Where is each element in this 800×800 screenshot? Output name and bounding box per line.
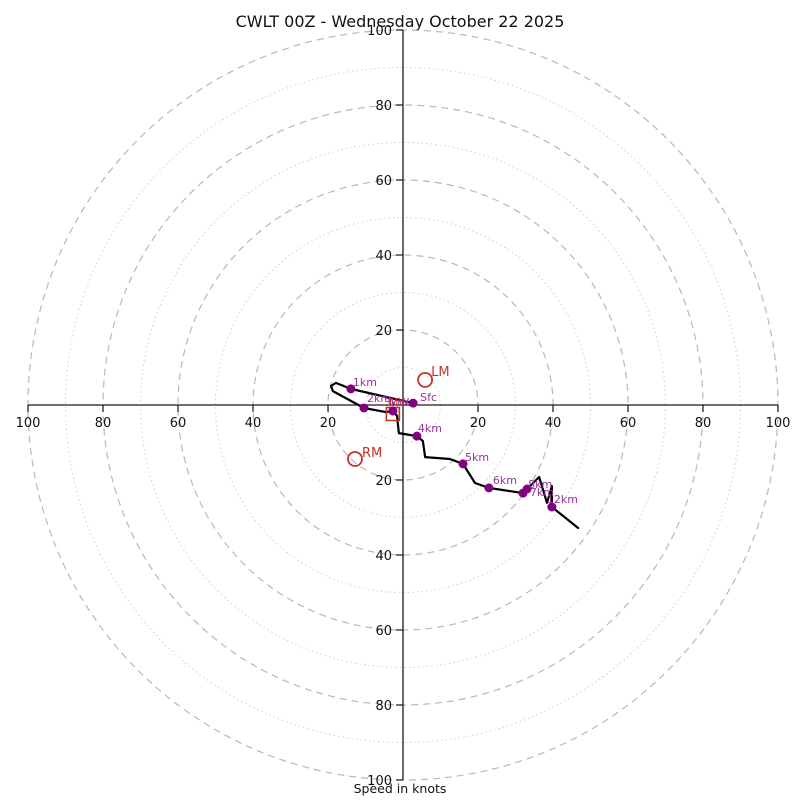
tick-label-top-100: 100 [367,24,392,39]
level-dot-5km [458,459,468,469]
level-dot-1km [346,384,356,394]
axis-ticks [27,29,779,781]
tick-label-right-40: 40 [545,416,562,431]
storm-motion-rm-circle [347,451,363,467]
storm-motion-rm-label: RM [362,446,382,461]
tick-label-left-20: 20 [320,416,337,431]
level-dot-4km [412,431,422,441]
storm-motion-lm-circle [417,371,434,388]
tick-label-right-80: 80 [695,416,712,431]
x-axis-label: Speed in knots [354,781,447,796]
level-dot-2km [359,403,369,413]
tick-label-top-20: 20 [375,324,392,339]
level-dot-8km [522,484,532,494]
tick-label-right-60: 60 [620,416,637,431]
storm-motion-lm-label: LM [431,365,449,380]
level-label-3km: 3km [384,396,408,409]
level-label-7km: 7km [530,486,554,499]
level-label-2km: 2km [367,392,391,405]
tick-label-top-40: 40 [375,249,392,264]
level-label-12km: 12km [547,493,578,506]
tick-label-bottom-100: 100 [367,774,392,789]
level-label-sfc: Sfc [420,391,437,404]
tick-label-bottom-60: 60 [375,624,392,639]
tick-label-right-100: 100 [766,416,791,431]
tick-label-bottom-20: 20 [375,474,392,489]
axes [28,30,778,780]
level-dot-sfc [408,398,418,408]
level-dot-12km [547,502,557,512]
level-label-8km: 8km [528,478,552,491]
mean-wind-label: MW [389,396,409,409]
level-label-4km: 4km [418,422,442,435]
level-dot-3km [388,406,398,416]
tick-label-bottom-40: 40 [375,549,392,564]
hodograph-trace [329,381,580,530]
tick-label-bottom-80: 80 [375,699,392,714]
tick-label-left-40: 40 [245,416,262,431]
tick-label-left-60: 60 [170,416,187,431]
level-label-1km: 1km [353,376,377,389]
hodograph-line [329,381,580,530]
tick-label-top-80: 80 [375,99,392,114]
level-label-5km: 5km [465,451,489,464]
level-dot-6km [484,483,494,493]
tick-label-top-60: 60 [375,174,392,189]
plot-title: CWLT 00Z - Wednesday October 22 2025 [236,12,565,31]
tick-label-left-100: 100 [16,416,41,431]
tick-label-right-20: 20 [470,416,487,431]
axis-tick-labels: 20 20 20 20 40 40 40 40 60 60 60 60 80 80 80 80 100 100 10… [16,24,791,789]
level-label-6km: 6km [493,474,517,487]
tick-label-left-80: 80 [95,416,112,431]
